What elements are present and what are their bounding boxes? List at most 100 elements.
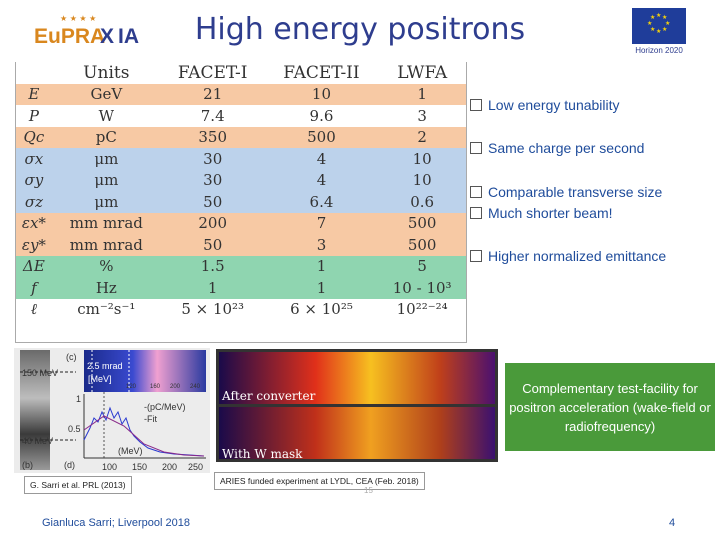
after-converter-label: After converter	[222, 389, 316, 403]
legend-fit: -Fit	[144, 414, 157, 424]
param-symbol-cell: Qc	[16, 126, 52, 148]
svg-text:★: ★	[647, 20, 652, 27]
mev-top-label: 150 MeV	[22, 368, 59, 378]
table-cell: 21	[160, 83, 265, 105]
table-row: ℓ cm⁻²s⁻¹ 5 × 10²³ 6 × 10²⁵ 10²²⁻²⁴	[16, 298, 466, 320]
table-row: εx* mm mrad 200 7 500	[16, 212, 466, 234]
bullet-text: Higher normalized emittance	[488, 248, 667, 264]
table-cell: 1	[378, 83, 466, 105]
param-symbol-cell: εy*	[16, 234, 52, 256]
x-unit-label: (MeV)	[118, 446, 143, 456]
table-cell: 10	[264, 83, 379, 105]
table-cell: 30	[160, 148, 265, 170]
table-cell: 4	[264, 148, 379, 170]
table-row: σy μm 30 4 10	[16, 169, 466, 191]
bullet-low-energy: Low energy tunability	[470, 97, 620, 113]
inset-tick: 160	[150, 384, 161, 390]
param-symbol-cell: E	[16, 83, 52, 105]
table-cell: 500	[378, 212, 466, 234]
table-row: f Hz 1 1 10 - 10³	[16, 277, 466, 299]
right-figure-caption: ARIES funded experiment at LYDL, CEA (Fe…	[214, 472, 425, 490]
checkbox-icon	[470, 142, 482, 154]
svg-text:IA: IA	[118, 25, 139, 48]
svg-text:X: X	[100, 25, 114, 48]
legend-pc-mev: -(pC/MeV)	[144, 402, 186, 412]
table-cell: μm	[51, 148, 161, 170]
eupraxia-logo-graphic: EuPRA X IA ★ ★ ★ ★	[34, 14, 139, 48]
inset-tick: 240	[190, 384, 201, 390]
inset-tick: 120	[126, 384, 137, 390]
table-cell: 1.5	[160, 255, 265, 277]
param-symbol-cell: σy	[16, 169, 52, 191]
table-row: εy* mm mrad 50 3 500	[16, 234, 466, 256]
param-symbol-cell: ℓ	[16, 298, 52, 320]
parameter-table: Units FACET-I FACET-II LWFA E GeV 21 10 1 P W 7…	[15, 62, 467, 343]
table-cell: 1	[160, 277, 265, 299]
table-cell: mm mrad	[51, 212, 161, 234]
table-cell: Hz	[51, 277, 161, 299]
callout-text: Complementary test-facility for positron…	[509, 380, 711, 434]
table-row: σz μm 50 6.4 0.6	[16, 191, 466, 213]
table-header-row: Units FACET-I FACET-II LWFA	[16, 62, 466, 84]
mev-bottom-label: 40 MeV	[22, 436, 54, 446]
eupraxia-logo-text: EuPRA	[34, 25, 105, 48]
y-tick-1: 1	[76, 394, 82, 404]
y-tick-05: 0.5	[68, 424, 81, 434]
footer-author: Gianluca Sarri; Liverpool 2018	[42, 517, 190, 529]
faint-slide-number: 15	[364, 486, 373, 495]
table-header-cell: LWFA	[378, 62, 466, 84]
test-facility-callout: Complementary test-facility for positron…	[505, 363, 715, 451]
checkbox-icon	[470, 99, 482, 111]
w-mask-image	[219, 407, 495, 459]
table-cell: %	[51, 255, 161, 277]
table-cell: 7.4	[160, 105, 265, 127]
spectrum-strip-image	[20, 350, 50, 470]
spectrum-plot	[20, 350, 206, 459]
table-cell: 50	[160, 191, 265, 213]
param-symbol-cell: σz	[16, 191, 52, 213]
table-cell: 500	[378, 234, 466, 256]
table-row: σx μm 30 4 10	[16, 148, 466, 170]
table-cell: 10 - 10³	[378, 277, 466, 299]
table-cell: 500	[264, 126, 379, 148]
eu-flag-icon: ★ ★ ★ ★ ★ ★ ★ ★	[632, 8, 686, 44]
table-cell: μm	[51, 169, 161, 191]
svg-text:★: ★	[656, 12, 661, 19]
eupraxia-logo: EuPRA X IA ★ ★ ★ ★	[34, 10, 152, 50]
table-cell: 200	[160, 212, 265, 234]
svg-text:★: ★	[650, 14, 655, 21]
eu-caption: Horizon 2020	[635, 46, 683, 55]
table-row: E GeV 21 10 1	[16, 83, 466, 105]
table-cell: 9.6	[264, 105, 379, 127]
beam-image-figure: After converter With W mask	[216, 349, 498, 462]
table-cell: 10	[378, 169, 466, 191]
table-cell: W	[51, 105, 161, 127]
bullet-transverse-size: Comparable transverse size	[470, 184, 662, 200]
table-cell: 10²²⁻²⁴	[378, 298, 466, 320]
table-cell: 4	[264, 169, 379, 191]
bullet-text: Same charge per second	[488, 140, 645, 156]
page-number: 4	[669, 517, 676, 529]
param-symbol-cell: ΔE	[16, 255, 52, 277]
svg-text:★: ★	[662, 26, 667, 33]
svg-text:★: ★	[650, 26, 655, 33]
table-cell: 5	[378, 255, 466, 277]
table-header-cell: Units	[51, 62, 161, 84]
w-mask-label: With W mask	[222, 447, 303, 461]
panel-label-c: (c)	[66, 352, 77, 362]
slide-title: High energy positrons	[194, 12, 526, 47]
svg-text:★: ★	[665, 20, 670, 27]
table-row: Qc pC 350 500 2	[16, 126, 466, 148]
inset-tick: 200	[170, 384, 181, 390]
table-cell: GeV	[51, 83, 161, 105]
table-cell: 30	[160, 169, 265, 191]
table-cell: 6.4	[264, 191, 379, 213]
param-symbol-cell: εx*	[16, 212, 52, 234]
table-cell: 50	[160, 234, 265, 256]
table-row: ΔE% 1.5 1 5	[16, 255, 466, 277]
table-header-cell: FACET-I	[160, 62, 265, 84]
bullet-same-charge: Same charge per second	[470, 140, 644, 156]
left-figure-caption: G. Sarri et al. PRL (2013)	[24, 476, 132, 494]
x-tick: 150	[132, 462, 148, 472]
param-symbol-cell: P	[16, 105, 52, 127]
